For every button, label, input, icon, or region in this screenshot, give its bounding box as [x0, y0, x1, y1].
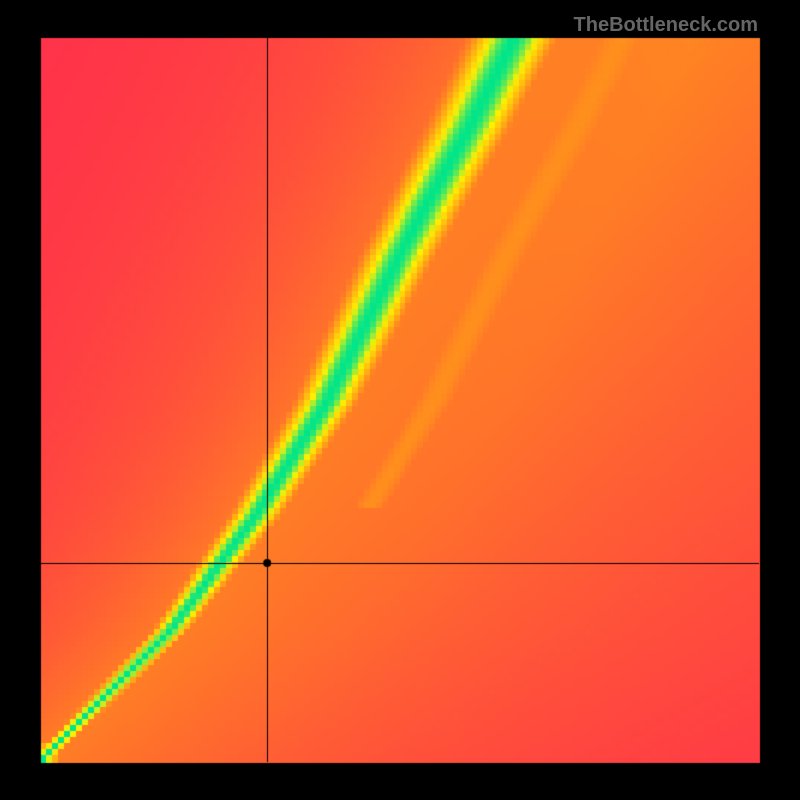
watermark-text: TheBottleneck.com [574, 14, 758, 37]
chart-container: TheBottleneck.com [0, 0, 800, 800]
bottleneck-heatmap [0, 0, 800, 800]
